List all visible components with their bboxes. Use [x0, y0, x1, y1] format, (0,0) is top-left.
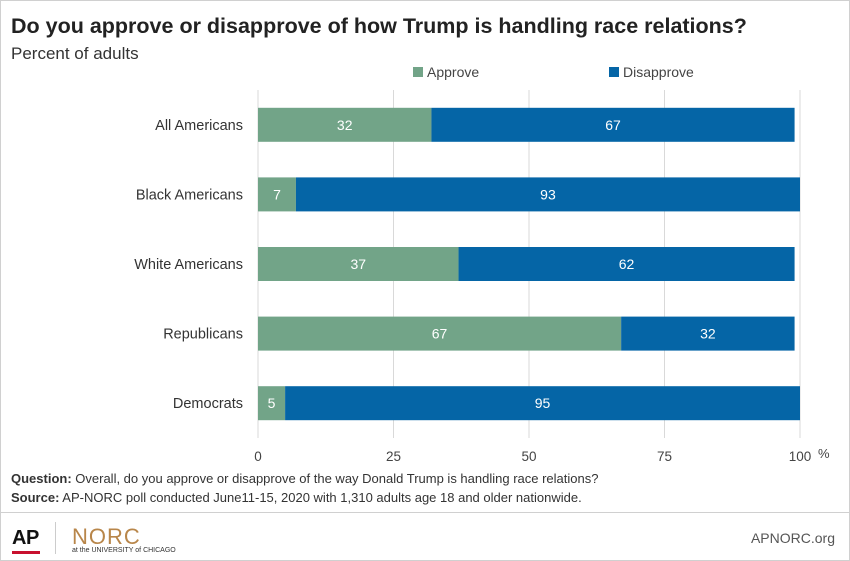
bar-segment [258, 177, 296, 212]
question-label: Question: [11, 471, 72, 486]
x-unit-label: % [818, 446, 830, 461]
footer-divider [0, 512, 850, 513]
bar-segment [295, 177, 800, 212]
category-label: White Americans [134, 257, 243, 273]
ap-logo: AP [12, 527, 40, 554]
data-label: 37 [350, 256, 366, 272]
source-note: Source: AP-NORC poll conducted June11-15… [11, 488, 598, 507]
data-label: 32 [337, 117, 353, 133]
logo-divider [55, 522, 56, 554]
ap-logo-text: AP [12, 527, 39, 549]
legend-label: Approve [427, 64, 479, 80]
chart-notes: Question: Overall, do you approve or dis… [11, 469, 598, 507]
category-label: Republicans [163, 327, 243, 343]
data-label: 5 [268, 395, 276, 411]
x-tick-label: 100 [789, 449, 812, 464]
bar-segment [621, 316, 795, 351]
category-label: Democrats [173, 396, 243, 412]
bar-segment [258, 386, 286, 421]
data-label: 95 [535, 395, 551, 411]
x-tick-label: 0 [254, 449, 262, 464]
chart-title: Do you approve or disapprove of how Trum… [11, 14, 747, 38]
x-tick-label: 25 [386, 449, 401, 464]
bar-segment [258, 316, 622, 351]
bar-segment [285, 386, 801, 421]
data-label: 67 [432, 326, 448, 342]
data-label: 32 [700, 326, 716, 342]
data-label: 93 [540, 186, 556, 202]
norc-logo: NORC [72, 524, 141, 549]
category-label: Black Americans [136, 187, 243, 203]
bar-segment [258, 247, 459, 281]
legend-swatch [609, 67, 619, 77]
bar-segment [431, 107, 795, 142]
bar-segment [458, 247, 795, 281]
data-label: 62 [619, 256, 635, 272]
question-note: Question: Overall, do you approve or dis… [11, 469, 598, 488]
category-label: All Americans [155, 118, 243, 134]
legend-swatch [413, 67, 423, 77]
chart-subtitle: Percent of adults [11, 44, 139, 63]
legend-label: Disapprove [623, 64, 694, 80]
norc-logo-subtitle: at the UNIVERSITY of CHICAGO [72, 547, 176, 554]
question-text: Overall, do you approve or disapprove of… [71, 471, 599, 486]
bar-segment [258, 107, 432, 142]
source-label: Source: [11, 490, 60, 505]
ap-logo-bar [12, 551, 40, 554]
data-label: 7 [273, 186, 281, 202]
x-tick-label: 50 [521, 449, 536, 464]
site-url: APNORC.org [750, 530, 835, 546]
data-label: 67 [605, 117, 621, 133]
x-tick-label: 75 [657, 449, 672, 464]
source-text: AP-NORC poll conducted June11-15, 2020 w… [59, 490, 582, 505]
